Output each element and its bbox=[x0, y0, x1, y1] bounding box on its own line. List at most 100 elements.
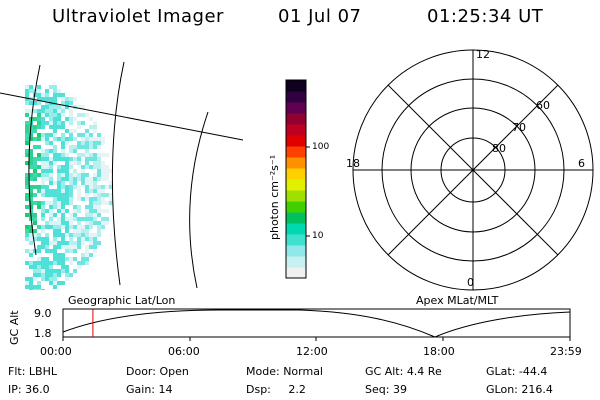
emission-pixel bbox=[73, 185, 77, 189]
emission-pixel bbox=[89, 201, 93, 205]
status-glat: GLat: -44.4 bbox=[486, 365, 547, 378]
emission-pixel bbox=[57, 257, 61, 261]
emission-pixel bbox=[45, 101, 49, 105]
colorbar-tick-10: 10 bbox=[312, 231, 324, 241]
emission-pixel bbox=[61, 245, 65, 249]
emission-pixel bbox=[29, 281, 33, 285]
emission-pixel bbox=[61, 177, 65, 181]
emission-pixel bbox=[49, 133, 53, 137]
emission-pixel bbox=[41, 225, 45, 229]
emission-pixel bbox=[41, 277, 45, 281]
emission-pixel bbox=[61, 233, 65, 237]
emission-pixel bbox=[37, 225, 41, 229]
emission-pixel bbox=[41, 273, 45, 277]
emission-pixel bbox=[93, 153, 97, 157]
emission-pixel bbox=[61, 125, 65, 129]
emission-pixel bbox=[101, 161, 105, 165]
emission-pixel bbox=[45, 189, 49, 193]
emission-pixel bbox=[25, 121, 29, 125]
emission-pixel bbox=[101, 173, 105, 177]
emission-pixel bbox=[77, 177, 81, 181]
emission-pixel bbox=[45, 89, 49, 93]
emission-pixel bbox=[93, 241, 97, 245]
emission-pixel bbox=[41, 265, 45, 269]
emission-pixel bbox=[37, 233, 41, 237]
emission-pixel bbox=[45, 169, 49, 173]
emission-pixel bbox=[93, 161, 97, 165]
alt-tick-9: 9.0 bbox=[34, 307, 52, 320]
emission-pixel bbox=[61, 253, 65, 257]
emission-pixel bbox=[33, 169, 37, 173]
emission-pixel bbox=[85, 221, 89, 225]
emission-pixel bbox=[57, 221, 61, 225]
emission-pixel bbox=[89, 245, 93, 249]
emission-pixel bbox=[57, 165, 61, 169]
emission-pixel bbox=[77, 265, 81, 269]
emission-pixel bbox=[81, 121, 85, 125]
emission-pixel bbox=[25, 277, 29, 281]
emission-pixel bbox=[73, 245, 77, 249]
emission-pixel bbox=[41, 189, 45, 193]
emission-pixel bbox=[81, 217, 85, 221]
emission-pixel bbox=[45, 153, 49, 157]
polar-lat-80: 80 bbox=[492, 142, 506, 155]
emission-pixel bbox=[77, 161, 81, 165]
emission-pixel bbox=[101, 177, 105, 181]
emission-pixel bbox=[65, 165, 69, 169]
emission-pixel bbox=[29, 285, 33, 289]
emission-pixel bbox=[69, 213, 73, 217]
emission-pixel bbox=[41, 177, 45, 181]
emission-pixel bbox=[73, 117, 77, 121]
emission-pixel bbox=[53, 105, 57, 109]
emission-pixel bbox=[41, 97, 45, 101]
emission-pixel bbox=[105, 177, 109, 181]
emission-pixel bbox=[89, 221, 93, 225]
emission-pixel bbox=[33, 289, 37, 290]
emission-pixel bbox=[93, 181, 97, 185]
emission-pixel bbox=[69, 241, 73, 245]
emission-pixel bbox=[25, 181, 29, 185]
emission-pixel bbox=[25, 177, 29, 181]
emission-pixel bbox=[29, 165, 33, 169]
emission-pixel bbox=[101, 197, 105, 201]
status-glon: GLon: 216.4 bbox=[486, 383, 553, 396]
emission-pixel bbox=[57, 253, 61, 257]
emission-pixel bbox=[69, 149, 73, 153]
status-glat-key: GLat: bbox=[486, 365, 516, 378]
alt-tick-1-8: 1.8 bbox=[34, 327, 52, 340]
colorbar-segment bbox=[286, 157, 306, 169]
emission-pixel bbox=[57, 109, 61, 113]
emission-pixel bbox=[25, 237, 29, 241]
emission-pixel bbox=[73, 157, 77, 161]
emission-pixel bbox=[53, 237, 57, 241]
emission-pixel bbox=[57, 181, 61, 185]
emission-pixel bbox=[49, 149, 53, 153]
emission-pixel bbox=[93, 245, 97, 249]
emission-pixel bbox=[33, 213, 37, 217]
emission-pixel bbox=[49, 225, 53, 229]
emission-pixel bbox=[81, 253, 85, 257]
emission-pixel bbox=[85, 229, 89, 233]
emission-pixel bbox=[41, 161, 45, 165]
emission-pixel bbox=[93, 189, 97, 193]
emission-pixel bbox=[81, 113, 85, 117]
emission-pixel bbox=[89, 253, 93, 257]
status-gcalt: GC Alt: 4.4 Re bbox=[365, 365, 442, 378]
emission-pixel bbox=[97, 189, 101, 193]
emission-pixel bbox=[37, 137, 41, 141]
emission-pixel bbox=[53, 121, 57, 125]
emission-pixel bbox=[53, 261, 57, 265]
emission-pixel bbox=[61, 221, 65, 225]
emission-pixel bbox=[33, 137, 37, 141]
emission-pixel bbox=[77, 225, 81, 229]
emission-pixel bbox=[37, 289, 41, 290]
emission-pixel bbox=[77, 261, 81, 265]
emission-pixel bbox=[61, 241, 65, 245]
status-dsp-value: 2.2 bbox=[288, 383, 306, 396]
emission-pixel bbox=[33, 217, 37, 221]
emission-pixel bbox=[89, 225, 93, 229]
emission-pixel bbox=[73, 145, 77, 149]
emission-pixel bbox=[41, 241, 45, 245]
emission-pixel bbox=[37, 97, 41, 101]
